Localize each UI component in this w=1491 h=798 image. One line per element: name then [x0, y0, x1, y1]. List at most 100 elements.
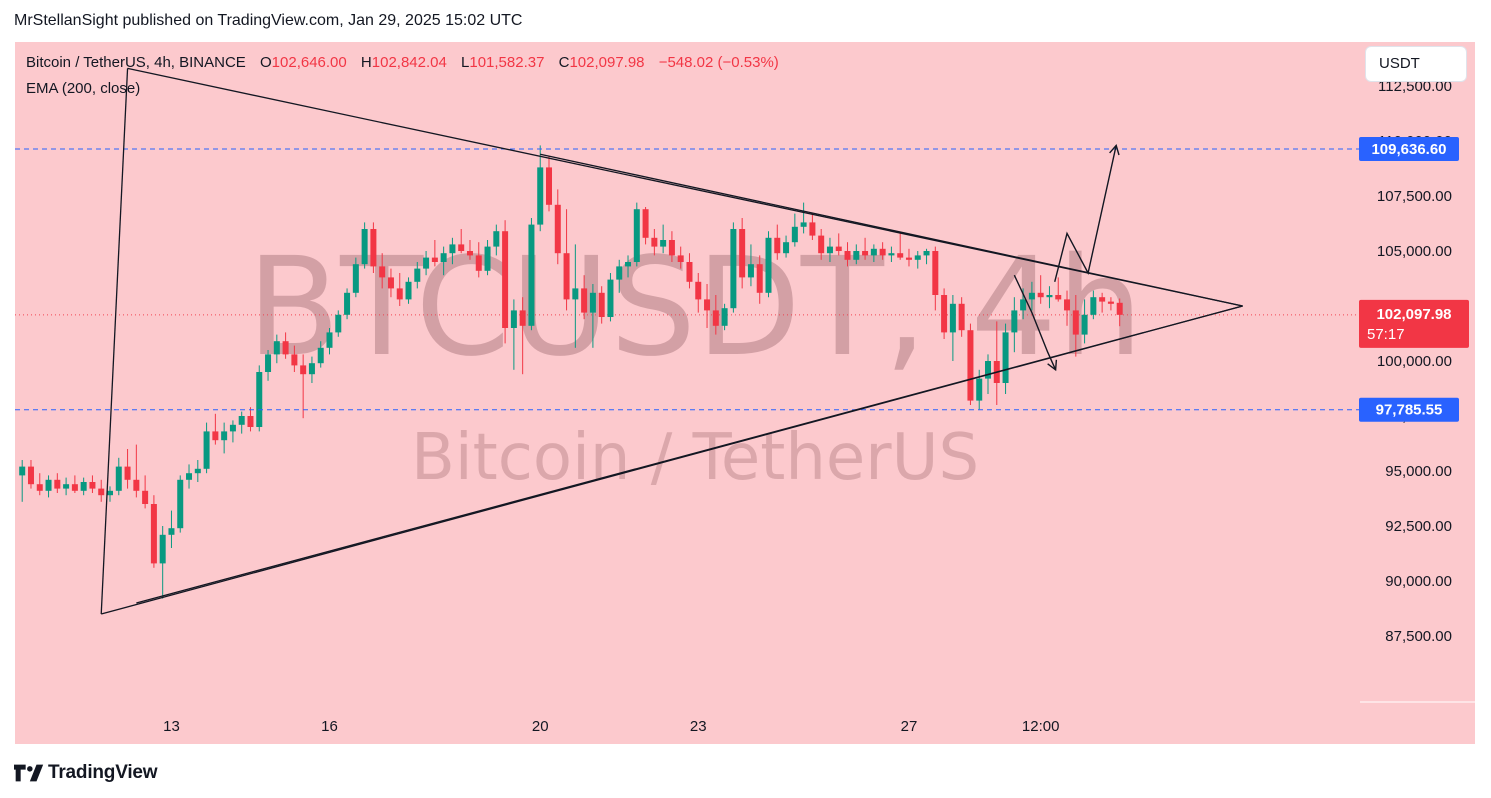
candle-body: [107, 490, 113, 496]
candle: [396, 273, 403, 306]
candle-body: [115, 466, 122, 491]
time-tick-label: 12:00: [1022, 718, 1060, 735]
candle-body: [651, 237, 658, 247]
candle: [519, 297, 526, 375]
price-chart[interactable]: BTCUSDT, 4h Bitcoin / TetherUS 87,500.00 90…: [15, 42, 1475, 744]
candle: [1081, 299, 1088, 344]
candle: [756, 255, 763, 304]
candle: [1116, 298, 1123, 327]
level-tag-0: [1359, 136, 1459, 161]
time-tick-label: 23: [690, 718, 707, 735]
symbol-title[interactable]: Bitcoin / TetherUS, 4h, BINANCE: [26, 54, 246, 71]
candle: [177, 475, 184, 533]
candle: [247, 407, 254, 432]
candle-body: [379, 266, 386, 278]
candle: [335, 310, 342, 337]
indicator-label[interactable]: EMA (200, close): [26, 80, 141, 97]
candle: [414, 262, 421, 289]
candle-body: [598, 292, 605, 317]
watermark-symbol: BTCUSDT, 4h: [247, 229, 1143, 387]
candle-body: [54, 479, 61, 489]
triangle-support-line: [136, 305, 1243, 604]
candle-body: [537, 167, 544, 225]
candle-body: [1081, 314, 1088, 335]
projection-arrow-up-head: [1109, 143, 1120, 156]
candle: [747, 244, 754, 287]
candle: [370, 222, 377, 273]
candle-body: [159, 534, 166, 564]
candle: [142, 475, 149, 509]
footer: TradingView: [14, 760, 158, 786]
candle: [186, 464, 193, 489]
candle-body: [387, 277, 394, 289]
candle: [1072, 295, 1079, 357]
candle-body: [704, 299, 711, 311]
projection-arrow-up-line: [1054, 145, 1117, 282]
candle-body: [528, 224, 535, 326]
candle-body: [633, 209, 640, 262]
candle-body: [572, 288, 579, 300]
candle-body: [721, 308, 728, 326]
currency-button[interactable]: USDT: [1365, 46, 1467, 82]
candle-body: [581, 288, 588, 313]
candle: [98, 479, 105, 502]
price-tick-label: 107,500.00: [1377, 188, 1452, 205]
bar-countdown-label: 57:17: [1367, 326, 1405, 343]
candle: [203, 422, 210, 474]
candle-body: [484, 246, 491, 271]
price-tick-label: 100,000.00: [1377, 353, 1452, 370]
candle-body: [361, 229, 368, 265]
candle-body: [739, 229, 746, 278]
candle-body: [247, 416, 254, 427]
candle: [642, 207, 649, 245]
candle: [589, 284, 596, 348]
candle: [63, 477, 70, 496]
candle: [905, 248, 912, 267]
candle: [607, 273, 614, 322]
candle: [194, 460, 201, 482]
candle-body: [475, 255, 482, 271]
candle: [168, 510, 175, 548]
candle-body: [1064, 299, 1071, 311]
candle: [791, 213, 798, 247]
candle-body: [835, 246, 842, 251]
candle-body: [1020, 299, 1027, 311]
candle-body: [826, 246, 833, 254]
chart-area[interactable]: BTCUSDT, 4h Bitcoin / TetherUS 87,500.00 90…: [15, 42, 1475, 744]
candle: [449, 237, 456, 265]
candle: [958, 297, 965, 337]
candle-body: [36, 484, 43, 491]
candle-body: [133, 479, 140, 491]
candle: [616, 259, 623, 293]
candle-body: [607, 279, 614, 317]
candle-body: [844, 251, 851, 260]
candle: [80, 477, 87, 496]
candle: [835, 233, 842, 256]
candle: [598, 286, 605, 324]
candle-body: [905, 257, 912, 260]
candle: [914, 251, 921, 269]
candle: [546, 156, 552, 212]
candle: [800, 202, 807, 234]
candle: [870, 244, 877, 262]
candle-body: [862, 251, 869, 256]
candle-body: [712, 310, 719, 326]
candle-body: [1099, 297, 1106, 302]
candle-body: [150, 504, 157, 564]
candle-body: [554, 204, 561, 254]
candle-body: [695, 281, 702, 300]
candle-body: [431, 257, 438, 262]
candle: [238, 411, 245, 434]
candle-body: [98, 488, 105, 496]
candle-body: [27, 466, 34, 485]
candle-body: [546, 167, 552, 205]
candle: [317, 341, 324, 368]
candle-body: [335, 314, 342, 333]
candle: [695, 273, 702, 313]
level-tag-1: [1359, 397, 1459, 422]
candle: [537, 145, 544, 232]
candle: [528, 218, 535, 331]
candle: [721, 303, 728, 331]
candle-body: [45, 479, 52, 491]
candle-body: [949, 303, 956, 333]
